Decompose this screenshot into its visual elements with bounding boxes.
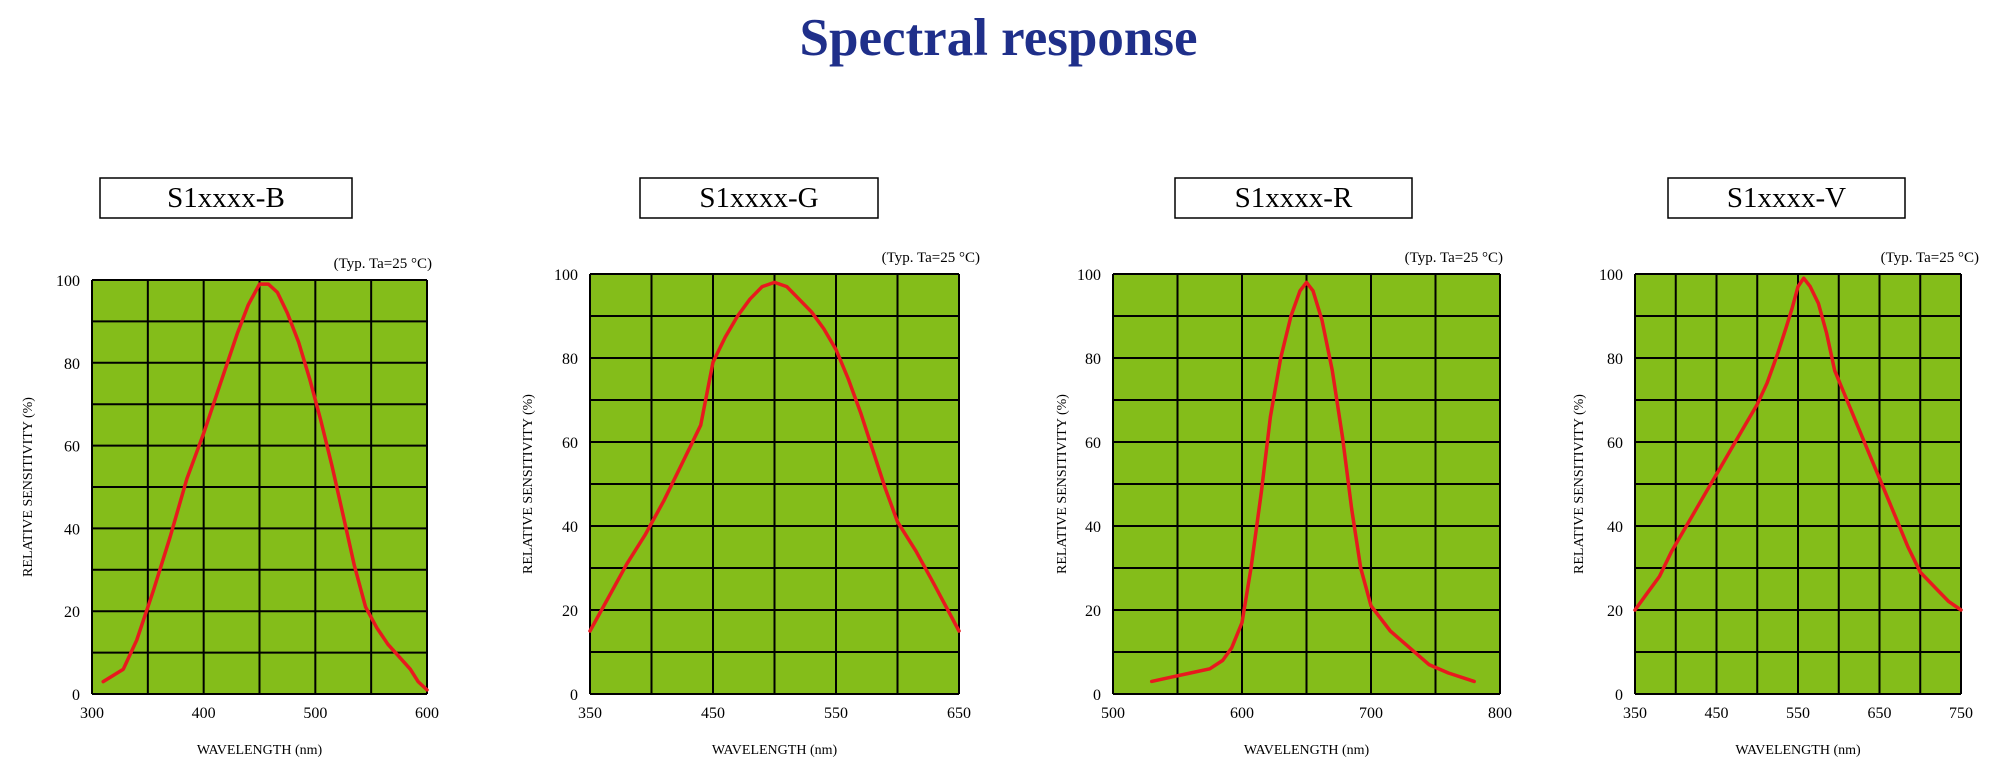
y-axis-label: RELATIVE SENSITIVITY (%) — [21, 397, 36, 577]
x-tick-label: 750 — [1949, 705, 1973, 722]
y-tick-label: 100 — [554, 267, 578, 284]
x-axis-label: WAVELENGTH (nm) — [712, 743, 838, 758]
y-tick-label: 80 — [1607, 351, 1623, 368]
chart-label: S1xxxx-V — [1727, 182, 1846, 214]
y-tick-label: 40 — [562, 519, 578, 536]
y-tick-label: 20 — [64, 604, 80, 621]
chart-label-box — [1667, 177, 1906, 219]
x-tick-label: 650 — [1868, 705, 1892, 722]
chart-label-box — [99, 177, 353, 219]
y-tick-label: 80 — [64, 356, 80, 373]
y-tick-label: 60 — [562, 435, 578, 452]
y-tick-label: 100 — [56, 273, 80, 290]
condition-note: (Typ. Ta=25 °C) — [1405, 250, 1503, 266]
x-axis-label: WAVELENGTH (nm) — [1735, 743, 1861, 758]
y-tick-label: 0 — [1093, 687, 1101, 704]
x-tick-label: 300 — [80, 705, 104, 722]
chart-label: S1xxxx-B — [167, 182, 285, 214]
chart-label-box — [639, 177, 879, 219]
series-line — [1633, 276, 1963, 612]
y-tick-label: 40 — [64, 521, 80, 538]
y-tick-label: 0 — [1615, 687, 1623, 704]
x-tick-label: 500 — [1101, 705, 1125, 722]
x-tick-label: 450 — [701, 705, 725, 722]
y-tick-label: 40 — [1085, 519, 1101, 536]
x-tick-label: 350 — [1623, 705, 1647, 722]
series-line — [101, 282, 429, 692]
series-line — [1149, 280, 1476, 684]
y-tick-label: 0 — [72, 687, 80, 704]
chart-label: S1xxxx-G — [699, 182, 818, 214]
condition-note: (Typ. Ta=25 °C) — [334, 256, 432, 272]
y-tick-label: 80 — [562, 351, 578, 368]
x-tick-label: 600 — [415, 705, 439, 722]
x-axis-label: WAVELENGTH (nm) — [197, 743, 323, 758]
x-tick-label: 650 — [947, 705, 971, 722]
series-line — [588, 280, 961, 633]
chart-label: S1xxxx-R — [1235, 182, 1353, 214]
page-title: Spectral response — [799, 9, 1198, 67]
chart-panel: S1xxxx-R (Typ. Ta=25 °C) 500 600 700 800 0 20 40… — [1055, 177, 1512, 758]
x-tick-label: 550 — [824, 705, 848, 722]
x-axis-label: WAVELENGTH (nm) — [1244, 743, 1370, 758]
x-tick-label: 700 — [1359, 705, 1383, 722]
y-tick-label: 40 — [1607, 519, 1623, 536]
y-tick-label: 0 — [570, 687, 578, 704]
x-tick-label: 600 — [1230, 705, 1254, 722]
y-axis-label: RELATIVE SENSITIVITY (%) — [521, 394, 536, 574]
x-tick-label: 500 — [303, 705, 327, 722]
x-tick-label: 400 — [192, 705, 216, 722]
y-tick-label: 60 — [64, 439, 80, 456]
y-tick-label: 60 — [1085, 435, 1101, 452]
y-axis-label: RELATIVE SENSITIVITY (%) — [1572, 394, 1587, 574]
x-tick-label: 450 — [1705, 705, 1729, 722]
y-axis-label: RELATIVE SENSITIVITY (%) — [1055, 394, 1070, 574]
y-tick-label: 20 — [1607, 603, 1623, 620]
condition-note: (Typ. Ta=25 °C) — [882, 250, 980, 266]
x-tick-label: 350 — [578, 705, 602, 722]
y-tick-label: 100 — [1077, 267, 1101, 284]
y-tick-label: 20 — [1085, 603, 1101, 620]
chart-panel: S1xxxx-B (Typ. Ta=25 °C) 300 400 500 600 0 20 40… — [21, 177, 439, 758]
chart-panel: S1xxxx-V (Typ. Ta=25 °C) 350 450 550 650 750 0 2… — [1572, 177, 1979, 758]
chart-label-box — [1174, 177, 1413, 219]
x-tick-label: 550 — [1786, 705, 1810, 722]
condition-note: (Typ. Ta=25 °C) — [1881, 250, 1979, 266]
x-tick-label: 800 — [1488, 705, 1512, 722]
y-tick-label: 80 — [1085, 351, 1101, 368]
y-tick-label: 60 — [1607, 435, 1623, 452]
chart-panel: S1xxxx-G (Typ. Ta=25 °C) 350 450 550 650 0 20 40… — [521, 177, 980, 758]
y-tick-label: 100 — [1599, 267, 1623, 284]
y-tick-label: 20 — [562, 603, 578, 620]
